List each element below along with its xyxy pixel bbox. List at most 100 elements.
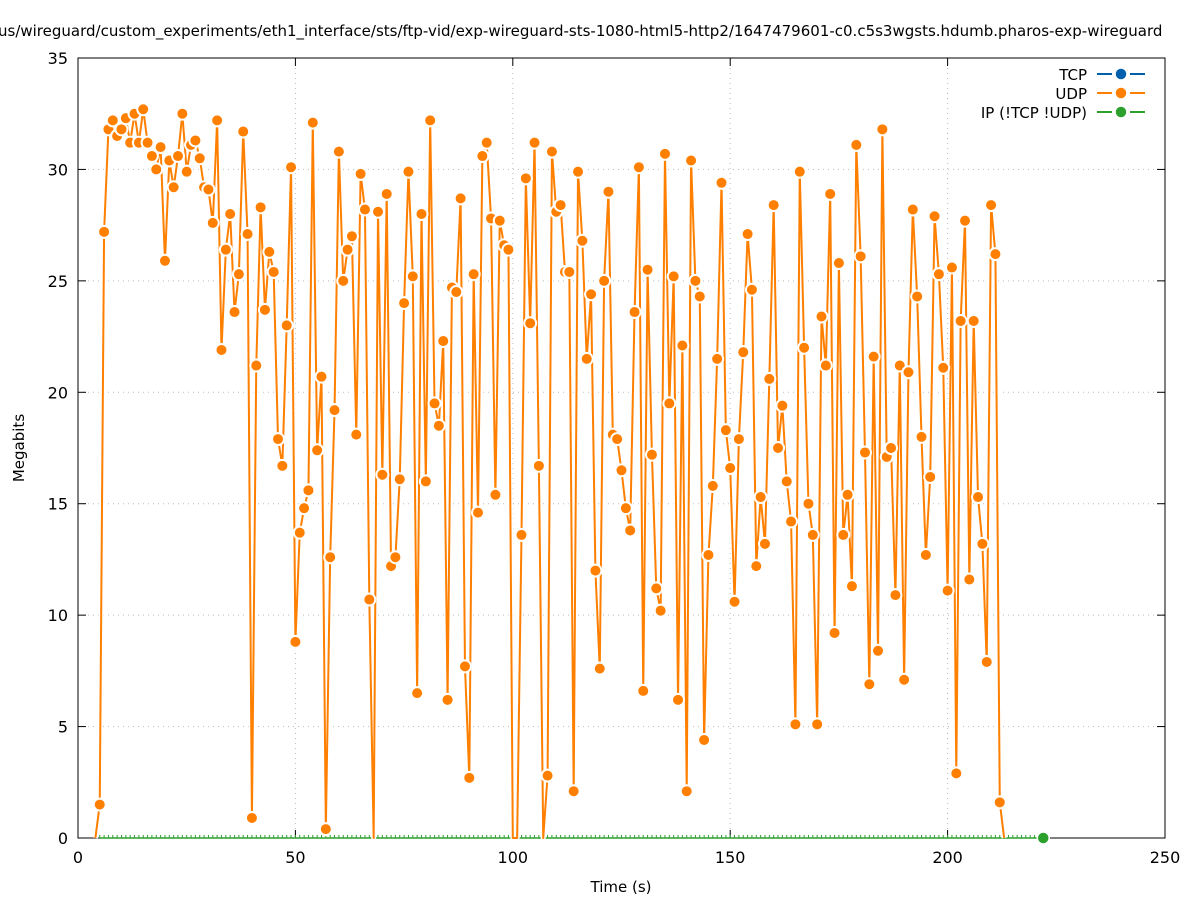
udp-data-point bbox=[305, 115, 320, 130]
udp-data-point bbox=[931, 267, 946, 282]
udp-data-point bbox=[392, 472, 407, 487]
udp-data-point bbox=[979, 654, 994, 669]
legend: TCP UDP IP (!TCP !UDP) bbox=[981, 66, 1145, 122]
udp-data-point bbox=[379, 186, 394, 201]
udp-data-point bbox=[731, 432, 746, 447]
udp-data-point bbox=[897, 672, 912, 687]
udp-data-point bbox=[666, 269, 681, 284]
udp-data-point bbox=[771, 441, 786, 455]
udp-data-point bbox=[675, 338, 690, 353]
udp-data-point bbox=[736, 345, 751, 360]
y-tick-label: 5 bbox=[58, 718, 68, 737]
udp-data-point bbox=[331, 144, 346, 159]
udp-data-point bbox=[310, 443, 325, 458]
udp-data-point bbox=[649, 581, 664, 596]
udp-data-point bbox=[314, 369, 329, 384]
udp-data-point bbox=[157, 253, 172, 268]
udp-data-point bbox=[701, 547, 716, 562]
udp-data-point bbox=[801, 496, 816, 511]
udp-data-point bbox=[466, 267, 481, 282]
udp-data-point bbox=[657, 146, 672, 161]
udp-data-point bbox=[475, 149, 490, 164]
udp-data-point bbox=[914, 429, 929, 444]
udp-data-point bbox=[571, 164, 586, 179]
udp-data-point bbox=[488, 487, 503, 502]
udp-data-point bbox=[905, 202, 920, 217]
udp-data-point bbox=[362, 592, 377, 607]
udp-data-point bbox=[323, 550, 338, 565]
udp-data-point bbox=[253, 200, 268, 215]
udp-data-point bbox=[97, 224, 112, 239]
udp-data-point bbox=[797, 340, 812, 355]
udp-data-point bbox=[349, 427, 364, 442]
udp-data-point bbox=[371, 204, 386, 219]
udp-data-point bbox=[662, 396, 677, 411]
udp-data-point bbox=[971, 490, 986, 505]
udp-data-point bbox=[792, 164, 807, 179]
legend-label-udp: UDP bbox=[1055, 85, 1087, 103]
udp-data-point bbox=[653, 603, 668, 618]
udp-data-point bbox=[784, 514, 799, 529]
udp-data-point bbox=[405, 269, 420, 284]
udp-data-point bbox=[527, 135, 542, 150]
udp-data-point bbox=[166, 180, 181, 195]
legend-marker-ip bbox=[1114, 105, 1128, 119]
udp-data-point bbox=[540, 768, 555, 783]
ip-data-point bbox=[1036, 831, 1051, 845]
udp-data-point bbox=[410, 686, 425, 701]
udp-data-point bbox=[140, 135, 155, 150]
udp-data-point bbox=[966, 313, 981, 328]
udp-data-point bbox=[518, 171, 533, 186]
udp-data-point bbox=[975, 536, 990, 551]
udp-data-point bbox=[901, 365, 916, 380]
udp-data-point bbox=[227, 305, 242, 320]
udp-data-point bbox=[723, 461, 738, 476]
udp-data-point bbox=[714, 175, 729, 190]
udp-data-point bbox=[840, 487, 855, 502]
x-tick-label: 0 bbox=[73, 848, 83, 867]
x-tick-label: 100 bbox=[498, 848, 529, 867]
udp-data-point bbox=[236, 124, 251, 139]
udp-data-point bbox=[740, 227, 755, 242]
udp-data-point bbox=[679, 784, 694, 799]
legend-label-tcp: TCP bbox=[1058, 66, 1087, 84]
udp-data-point bbox=[957, 213, 972, 228]
udp-data-point bbox=[201, 182, 216, 197]
udp-data-point bbox=[640, 262, 655, 277]
udp-data-point bbox=[597, 273, 612, 288]
udp-data-point bbox=[423, 113, 438, 128]
udp-data-point bbox=[275, 458, 290, 473]
udp-data-point bbox=[327, 403, 342, 418]
udp-data-point bbox=[257, 302, 272, 317]
udp-data-point bbox=[192, 151, 207, 166]
udp-data-point bbox=[531, 458, 546, 473]
udp-data-point bbox=[866, 349, 881, 364]
udp-data-point bbox=[566, 784, 581, 799]
udp-data-point bbox=[688, 273, 703, 288]
udp-data-point bbox=[179, 164, 194, 179]
udp-data-point bbox=[144, 149, 159, 164]
udp-data-point bbox=[762, 371, 777, 386]
udp-data-point bbox=[214, 342, 229, 357]
udp-data-point bbox=[427, 396, 442, 411]
udp-data-point bbox=[710, 351, 725, 366]
udp-data-point bbox=[249, 358, 264, 373]
udp-data-point bbox=[457, 659, 472, 674]
udp-data-point bbox=[262, 244, 277, 259]
udp-data-point bbox=[962, 572, 977, 587]
udp-series-line bbox=[94, 108, 1006, 839]
udp-data-point bbox=[575, 233, 590, 248]
udp-data-point bbox=[471, 505, 486, 520]
udp-data-point bbox=[266, 264, 281, 279]
udp-data-point bbox=[823, 186, 838, 201]
udp-data-point bbox=[440, 692, 455, 707]
udp-data-point bbox=[992, 795, 1007, 810]
udp-data-point bbox=[218, 242, 233, 257]
udp-data-point bbox=[175, 106, 190, 121]
udp-data-point bbox=[288, 634, 303, 649]
udp-data-point bbox=[805, 527, 820, 542]
udp-data-point bbox=[492, 213, 507, 228]
udp-data-point bbox=[988, 247, 1003, 262]
udp-data-point bbox=[244, 810, 259, 825]
